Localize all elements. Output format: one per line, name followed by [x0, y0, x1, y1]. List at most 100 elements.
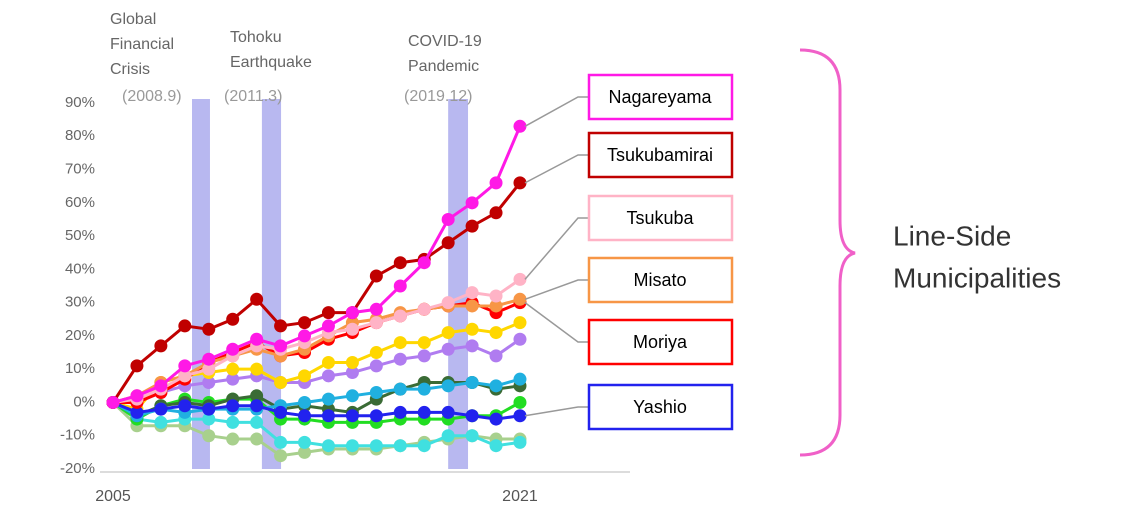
event-label: Global: [110, 11, 156, 28]
point: [345, 366, 359, 380]
point: [465, 339, 479, 353]
point: [298, 316, 312, 330]
point: [489, 206, 503, 220]
legend-box: [587, 131, 734, 179]
point: [298, 369, 312, 383]
point: [250, 362, 264, 376]
point: [250, 399, 264, 413]
x-tick-label: 2021: [502, 488, 538, 505]
point: [274, 375, 288, 389]
event-label: Crisis: [110, 61, 150, 78]
y-tick-label: 20%: [65, 327, 95, 344]
legend-label: Misato: [633, 270, 686, 290]
brace-label: Line-Side: [893, 220, 1011, 251]
point: [489, 349, 503, 363]
point: [513, 316, 527, 330]
point: [226, 372, 240, 386]
point: [513, 332, 527, 346]
point: [226, 362, 240, 376]
point: [369, 385, 383, 399]
point: [369, 316, 383, 330]
point: [369, 409, 383, 423]
point: [250, 432, 264, 446]
event-label: Pandemic: [408, 58, 479, 75]
y-tick-label: 90%: [65, 94, 95, 111]
event-label: Financial: [110, 36, 174, 53]
point: [417, 302, 431, 316]
point: [465, 219, 479, 233]
x-tick-label: 2005: [95, 488, 131, 505]
point: [321, 409, 335, 423]
point: [465, 375, 479, 389]
point: [226, 312, 240, 326]
point: [274, 319, 288, 333]
point: [465, 409, 479, 423]
point: [393, 279, 407, 293]
point: [202, 352, 216, 366]
point: [393, 352, 407, 366]
point: [321, 356, 335, 370]
point: [226, 432, 240, 446]
point: [274, 339, 288, 353]
legend-box: [587, 383, 734, 431]
point: [250, 415, 264, 429]
point: [298, 435, 312, 449]
legend-label: Moriya: [633, 332, 688, 352]
point: [298, 445, 312, 459]
point: [345, 409, 359, 423]
point: [345, 389, 359, 403]
leader-line: [524, 217, 589, 280]
legend-box: [587, 318, 734, 366]
point: [441, 405, 455, 419]
point: [513, 292, 527, 306]
point: [513, 395, 527, 409]
point: [513, 372, 527, 386]
point: [298, 409, 312, 423]
point: [393, 256, 407, 270]
event-date: (2011.3): [224, 88, 282, 105]
point: [298, 329, 312, 343]
point: [154, 379, 168, 393]
point: [489, 289, 503, 303]
point: [345, 306, 359, 320]
point: [465, 322, 479, 336]
event-date: (2019.12): [404, 88, 473, 105]
point: [202, 412, 216, 426]
point: [202, 375, 216, 389]
point: [369, 269, 383, 283]
point: [130, 405, 144, 419]
y-tick-label: 0%: [73, 393, 95, 410]
point: [178, 369, 192, 383]
point: [393, 439, 407, 453]
point: [154, 339, 168, 353]
point: [250, 332, 264, 346]
brace-label: Municipalities: [893, 262, 1061, 293]
point: [417, 349, 431, 363]
point: [321, 306, 335, 320]
point: [321, 319, 335, 333]
legend-label: Tsukubamirai: [607, 145, 713, 165]
y-tick-label: 10%: [65, 360, 95, 377]
point: [513, 272, 527, 286]
point: [489, 439, 503, 453]
point: [178, 359, 192, 373]
point: [369, 346, 383, 360]
y-tick-label: 50%: [65, 227, 95, 244]
point: [417, 439, 431, 453]
point: [393, 405, 407, 419]
point: [369, 439, 383, 453]
event-label: Earthquake: [230, 54, 312, 71]
point: [369, 302, 383, 316]
point: [226, 342, 240, 356]
legend-box: [587, 73, 734, 121]
legend-label: Nagareyama: [608, 87, 712, 107]
event-band: [448, 99, 469, 469]
point: [369, 359, 383, 373]
event-label: Tohoku: [230, 29, 282, 46]
point: [226, 399, 240, 413]
point: [465, 299, 479, 313]
point: [154, 415, 168, 429]
leader-line: [524, 279, 589, 301]
point: [274, 449, 288, 463]
